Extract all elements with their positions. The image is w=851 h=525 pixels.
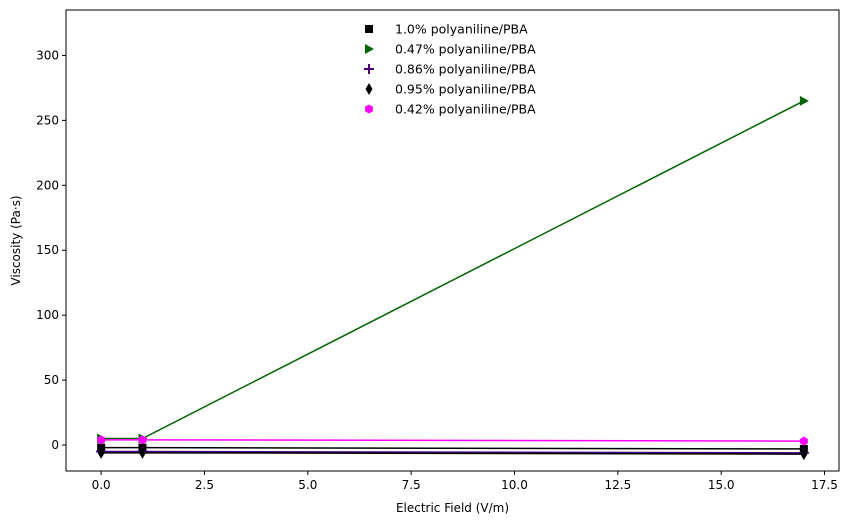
y-tick-label: 0 xyxy=(51,438,59,452)
data-point xyxy=(799,436,808,446)
y-tick-label: 250 xyxy=(36,113,59,127)
x-tick-label: 12.5 xyxy=(604,478,631,492)
series-3 xyxy=(97,446,808,461)
y-tick-label: 300 xyxy=(36,48,59,62)
series-layer xyxy=(96,95,809,461)
y-tick-label: 200 xyxy=(36,178,59,192)
x-tick-label: 0.0 xyxy=(92,478,111,492)
y-tick-label: 150 xyxy=(36,243,59,257)
y-tick-label: 100 xyxy=(36,308,59,322)
legend-marker xyxy=(365,104,373,114)
x-tick-label: 2.5 xyxy=(195,478,214,492)
x-ticks: 0.0 2.5 5.0 7.5 10.0 12.5 15.0 17.5 xyxy=(92,471,838,492)
legend-label: 0.95% polyaniline/PBA xyxy=(395,82,536,97)
data-point xyxy=(800,448,808,461)
x-tick-label: 10.0 xyxy=(501,478,528,492)
y-ticks: 0 50 100 150 200 250 300 xyxy=(36,48,66,452)
x-tick-label: 15.0 xyxy=(708,478,735,492)
x-tick-label: 5.0 xyxy=(298,478,317,492)
plot-area xyxy=(66,10,839,471)
x-tick-label: 7.5 xyxy=(402,478,421,492)
x-axis-label: Electric Field (V/m) xyxy=(396,501,509,515)
series-4 xyxy=(97,435,808,446)
legend-marker xyxy=(365,25,373,33)
data-point xyxy=(138,446,146,459)
data-point xyxy=(799,95,809,106)
legend-marker xyxy=(364,64,374,74)
y-axis-label: Viscosity (Pa·s) xyxy=(9,195,23,285)
data-point xyxy=(97,435,106,445)
legend-label: 0.86% polyaniline/PBA xyxy=(395,62,536,77)
y-tick-label: 50 xyxy=(44,373,59,387)
legend-label: 1.0% polyaniline/PBA xyxy=(395,22,528,37)
data-point xyxy=(97,446,105,459)
legend: 1.0% polyaniline/PBA 0.47% polyaniline/PB… xyxy=(364,22,536,117)
plot-frame xyxy=(65,9,840,472)
legend-label: 0.42% polyaniline/PBA xyxy=(395,102,536,117)
legend-marker xyxy=(365,83,373,95)
legend-label: 0.47% polyaniline/PBA xyxy=(395,42,536,57)
legend-marker xyxy=(365,44,374,54)
x-tick-label: 17.5 xyxy=(811,478,838,492)
data-point xyxy=(138,435,147,445)
